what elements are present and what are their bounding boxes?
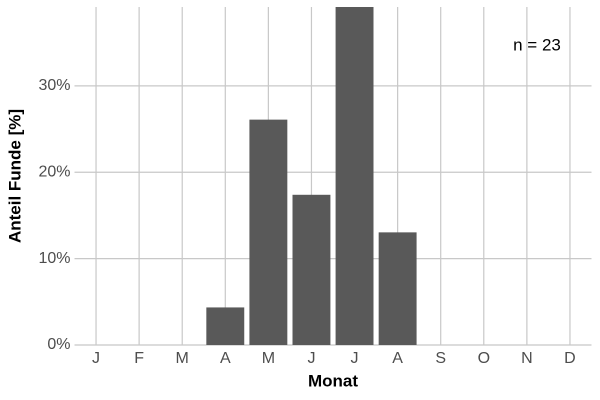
x-tick-label: S — [435, 350, 446, 367]
x-tick-label: A — [392, 350, 403, 367]
y-tick-label: 20% — [38, 163, 70, 180]
x-tick-label: M — [176, 350, 189, 367]
bar — [292, 194, 331, 345]
annotation: n = 23 — [513, 35, 561, 54]
x-tick-label: J — [351, 350, 359, 367]
x-tick-label: J — [307, 350, 315, 367]
bar — [249, 119, 288, 345]
y-tick-label: 10% — [38, 250, 70, 267]
y-tick-label: 0% — [47, 336, 70, 353]
x-tick-label: F — [134, 350, 144, 367]
y-axis-title: Anteil Funde [%] — [5, 109, 24, 243]
x-tick-label: M — [262, 350, 275, 367]
bar — [378, 232, 417, 345]
x-tick-label: A — [220, 350, 231, 367]
y-tick-label: 30% — [38, 77, 70, 94]
bar — [206, 307, 245, 345]
x-tick-label: J — [92, 350, 100, 367]
x-tick-label: D — [564, 350, 576, 367]
x-axis-title: Monat — [308, 371, 358, 390]
bar — [335, 7, 374, 345]
x-tick-label: O — [478, 350, 490, 367]
x-tick-label: N — [521, 350, 533, 367]
